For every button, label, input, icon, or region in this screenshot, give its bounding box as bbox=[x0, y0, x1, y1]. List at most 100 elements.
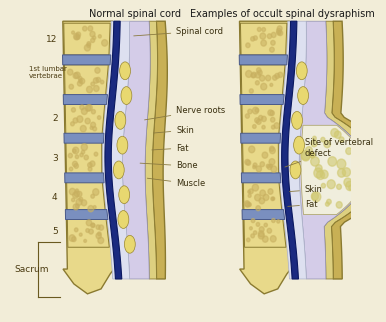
Circle shape bbox=[275, 73, 279, 79]
Circle shape bbox=[252, 125, 256, 128]
Circle shape bbox=[255, 72, 260, 78]
Ellipse shape bbox=[294, 136, 305, 154]
Circle shape bbox=[256, 119, 261, 124]
Circle shape bbox=[88, 205, 94, 212]
Text: Site of vertebral
defect: Site of vertebral defect bbox=[285, 138, 373, 167]
Circle shape bbox=[262, 236, 268, 242]
Circle shape bbox=[249, 146, 255, 153]
Circle shape bbox=[271, 166, 277, 172]
Circle shape bbox=[76, 32, 81, 37]
Circle shape bbox=[252, 184, 259, 191]
Circle shape bbox=[256, 166, 262, 172]
Polygon shape bbox=[66, 142, 102, 174]
Circle shape bbox=[86, 220, 92, 226]
Circle shape bbox=[264, 223, 267, 227]
Ellipse shape bbox=[119, 186, 130, 204]
Text: Sacrum: Sacrum bbox=[14, 265, 49, 274]
Text: Skin: Skin bbox=[154, 126, 194, 135]
Circle shape bbox=[312, 192, 321, 202]
Circle shape bbox=[249, 89, 253, 93]
Circle shape bbox=[79, 233, 82, 236]
Circle shape bbox=[74, 228, 78, 232]
Circle shape bbox=[331, 128, 339, 137]
Circle shape bbox=[71, 122, 74, 126]
Circle shape bbox=[80, 105, 84, 110]
Circle shape bbox=[255, 118, 259, 123]
Polygon shape bbox=[331, 21, 386, 279]
Circle shape bbox=[271, 125, 275, 129]
Polygon shape bbox=[240, 133, 281, 143]
Text: 4: 4 bbox=[52, 193, 58, 202]
Circle shape bbox=[255, 108, 259, 112]
Circle shape bbox=[84, 155, 88, 160]
Polygon shape bbox=[279, 21, 306, 279]
Circle shape bbox=[71, 198, 75, 202]
Circle shape bbox=[81, 144, 87, 150]
Circle shape bbox=[257, 68, 261, 73]
Circle shape bbox=[249, 189, 253, 194]
Polygon shape bbox=[63, 21, 114, 294]
Circle shape bbox=[80, 78, 85, 84]
Circle shape bbox=[73, 147, 79, 154]
Polygon shape bbox=[299, 21, 367, 279]
Circle shape bbox=[79, 197, 83, 201]
Circle shape bbox=[278, 31, 283, 36]
Circle shape bbox=[358, 159, 364, 166]
Circle shape bbox=[74, 33, 80, 40]
Circle shape bbox=[93, 127, 96, 131]
Circle shape bbox=[91, 194, 95, 198]
Text: Normal spinal cord: Normal spinal cord bbox=[90, 9, 181, 19]
Circle shape bbox=[267, 34, 272, 39]
Polygon shape bbox=[241, 173, 281, 183]
Circle shape bbox=[93, 85, 99, 91]
Ellipse shape bbox=[121, 87, 132, 105]
Circle shape bbox=[245, 202, 250, 207]
Circle shape bbox=[88, 167, 92, 171]
Ellipse shape bbox=[120, 62, 130, 80]
Text: 5: 5 bbox=[52, 227, 58, 236]
Circle shape bbox=[256, 81, 259, 85]
Circle shape bbox=[253, 166, 256, 169]
Circle shape bbox=[79, 79, 82, 83]
Circle shape bbox=[83, 26, 87, 31]
Circle shape bbox=[248, 190, 251, 193]
Circle shape bbox=[274, 123, 279, 128]
Circle shape bbox=[256, 206, 261, 211]
Circle shape bbox=[253, 163, 257, 167]
Circle shape bbox=[69, 84, 73, 89]
Circle shape bbox=[278, 72, 283, 78]
Polygon shape bbox=[145, 21, 157, 279]
Circle shape bbox=[73, 161, 78, 167]
Polygon shape bbox=[63, 55, 111, 65]
Circle shape bbox=[90, 126, 93, 129]
Circle shape bbox=[271, 117, 275, 122]
Circle shape bbox=[262, 125, 265, 129]
Circle shape bbox=[305, 147, 312, 154]
Circle shape bbox=[93, 78, 98, 83]
Circle shape bbox=[91, 223, 95, 227]
Ellipse shape bbox=[113, 161, 124, 179]
Circle shape bbox=[81, 200, 87, 206]
Circle shape bbox=[251, 72, 256, 78]
Polygon shape bbox=[122, 21, 150, 279]
Circle shape bbox=[260, 162, 264, 167]
Text: Skin: Skin bbox=[290, 185, 323, 194]
Text: Examples of occult spinal dysraphism: Examples of occult spinal dysraphism bbox=[190, 9, 375, 19]
Circle shape bbox=[346, 181, 354, 191]
Circle shape bbox=[248, 194, 251, 197]
Circle shape bbox=[91, 223, 95, 228]
Circle shape bbox=[90, 31, 95, 37]
Circle shape bbox=[328, 157, 337, 166]
Circle shape bbox=[259, 75, 265, 81]
Polygon shape bbox=[152, 21, 167, 279]
Circle shape bbox=[346, 148, 352, 155]
Text: Muscle: Muscle bbox=[147, 178, 205, 188]
Circle shape bbox=[269, 164, 273, 167]
Circle shape bbox=[75, 189, 78, 193]
Ellipse shape bbox=[290, 161, 301, 179]
Circle shape bbox=[245, 159, 250, 165]
Circle shape bbox=[301, 152, 310, 161]
Circle shape bbox=[261, 83, 267, 90]
Polygon shape bbox=[242, 210, 284, 220]
Circle shape bbox=[91, 122, 96, 128]
